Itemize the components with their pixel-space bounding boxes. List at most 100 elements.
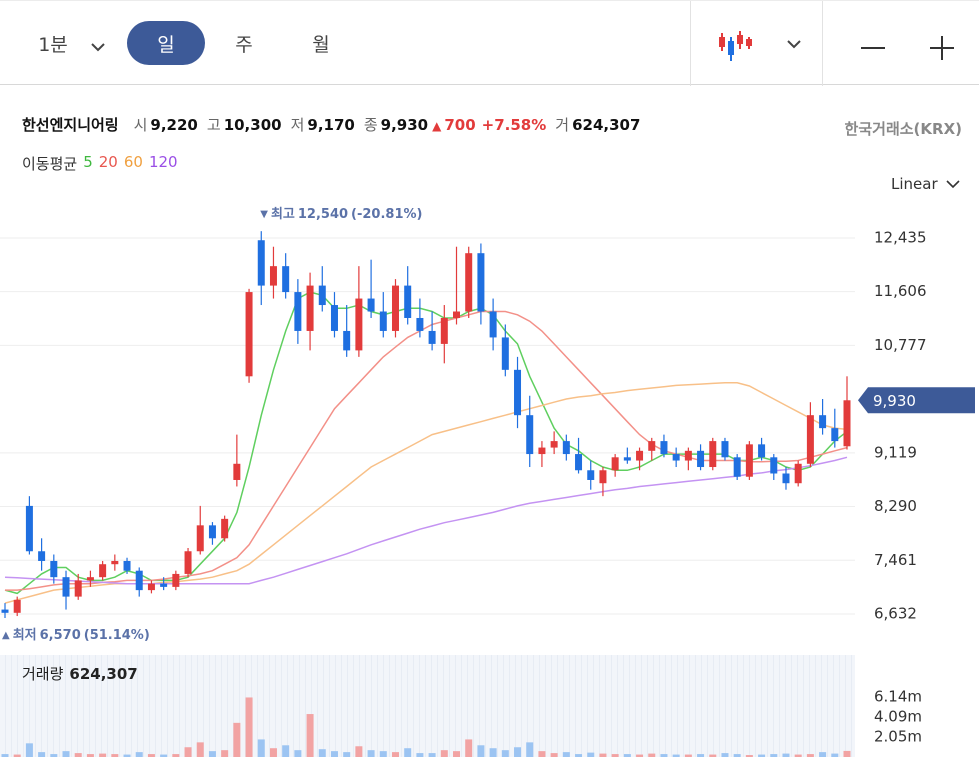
candle-body <box>611 457 619 471</box>
volume-bar <box>562 752 570 757</box>
volume-title-label: 거래량 <box>22 665 64 683</box>
candle-body <box>330 305 338 331</box>
volume-bar <box>648 753 656 757</box>
volume-bar <box>343 752 351 757</box>
candle-body <box>172 573 180 587</box>
volume-bar <box>233 722 241 757</box>
low-note: ▲ 최저 6,570 (51.14%) <box>2 627 150 642</box>
candle-body <box>282 266 290 293</box>
y-tick-label: 11,606 <box>874 282 927 300</box>
candle-body <box>770 457 778 474</box>
candle-body <box>843 400 851 447</box>
stock-name: 한선엔지니어링 <box>22 116 119 134</box>
volume-bar <box>660 754 668 757</box>
legend-entry: 5 <box>83 153 93 171</box>
quote-summary: 한선엔지니어링 시 9,220 고 10,300 저 9,170 종 9,930 ▲ 700 … <box>22 114 640 135</box>
volume-bar <box>25 743 33 757</box>
candle-body <box>636 450 644 461</box>
volume-bar <box>50 754 58 757</box>
volume-bar <box>221 750 229 757</box>
volume-bar <box>440 750 448 757</box>
volume-bar <box>13 754 21 757</box>
volume-bar <box>391 752 399 757</box>
chart-type-icon[interactable] <box>717 29 755 63</box>
last-price-label: 9,930 <box>873 392 916 410</box>
volume-bar <box>330 751 338 757</box>
volume-bar <box>147 754 155 757</box>
zoom-in[interactable] <box>929 35 955 61</box>
candle-body <box>489 311 497 338</box>
chart-type-chevron[interactable] <box>786 38 802 50</box>
volume-bar <box>721 753 729 757</box>
volume-label: 거 <box>555 116 570 134</box>
candle-body <box>599 470 607 484</box>
stat-value: 9,930 <box>380 116 429 134</box>
ma-line <box>4 456 848 585</box>
volume-bar <box>806 754 814 757</box>
last-price-flag <box>858 387 975 414</box>
stat-value: 9,170 <box>307 116 355 134</box>
high-note-marker: ▼ <box>260 209 268 220</box>
stats: 시 9,220 고 10,300 저 9,170 종 9,930 <box>125 114 429 135</box>
y-tick-label: 10,777 <box>874 336 927 354</box>
volume-bar <box>172 754 180 757</box>
candle-body <box>257 240 265 286</box>
candle-body <box>38 551 46 561</box>
stat-label: 시 <box>133 116 148 134</box>
candle-body <box>184 551 192 574</box>
candle-body <box>245 292 253 377</box>
candle-body <box>318 285 326 306</box>
volume-bar <box>38 752 46 757</box>
volume-bar <box>526 742 534 757</box>
scale-mode[interactable]: Linear <box>891 175 960 193</box>
ma-title: 이동평균 <box>22 155 78 173</box>
candle-body <box>147 583 155 591</box>
volume-bar <box>843 750 851 757</box>
candle-body <box>514 369 522 416</box>
volume-bar <box>62 751 70 757</box>
interval-day[interactable]: 일 <box>127 21 205 65</box>
volume-bar <box>831 753 839 757</box>
ma-line <box>5 310 848 591</box>
candle-body <box>111 560 119 565</box>
volume-bar <box>245 697 253 757</box>
candle-body <box>160 583 168 587</box>
volume-bar <box>758 754 766 757</box>
candle-body <box>623 457 631 461</box>
interval-minute[interactable]: 1분 <box>38 34 68 56</box>
stat-value: 9,220 <box>150 116 198 134</box>
zoom-out[interactable] <box>860 35 886 61</box>
interval-week[interactable]: 주 <box>235 34 253 56</box>
candle-body <box>13 599 21 613</box>
stat-label: 종 <box>363 116 378 134</box>
candle-body <box>684 450 692 461</box>
separator <box>822 1 823 86</box>
y-tick-label: 7,461 <box>874 551 917 569</box>
interval-month[interactable]: 월 <box>312 34 330 56</box>
candle-body <box>62 577 70 597</box>
candle-body <box>99 564 107 578</box>
volume-tick-label: 4.09m <box>874 708 922 726</box>
volume-bar <box>208 751 216 757</box>
volume-bar <box>599 753 607 757</box>
volume-bar <box>111 754 119 757</box>
candle-body <box>221 518 229 539</box>
candle-body <box>794 463 802 484</box>
candle-body <box>562 441 570 455</box>
volume-bar <box>160 754 168 757</box>
candle-body <box>538 447 546 455</box>
volume-bar <box>257 739 265 757</box>
candle-body <box>416 317 424 331</box>
dropdown-chevron[interactable] <box>90 41 106 53</box>
volume-bar <box>623 754 631 757</box>
candle-body <box>697 450 705 468</box>
candle-body <box>74 580 82 597</box>
volume-bar <box>318 749 326 757</box>
candle-body <box>404 285 412 318</box>
volume-bar <box>794 754 802 757</box>
candle-body <box>831 428 839 442</box>
volume-bar <box>453 751 461 757</box>
candle-body <box>367 298 375 312</box>
y-tick-label: 6,632 <box>874 604 917 622</box>
volume-bar <box>1 754 9 757</box>
